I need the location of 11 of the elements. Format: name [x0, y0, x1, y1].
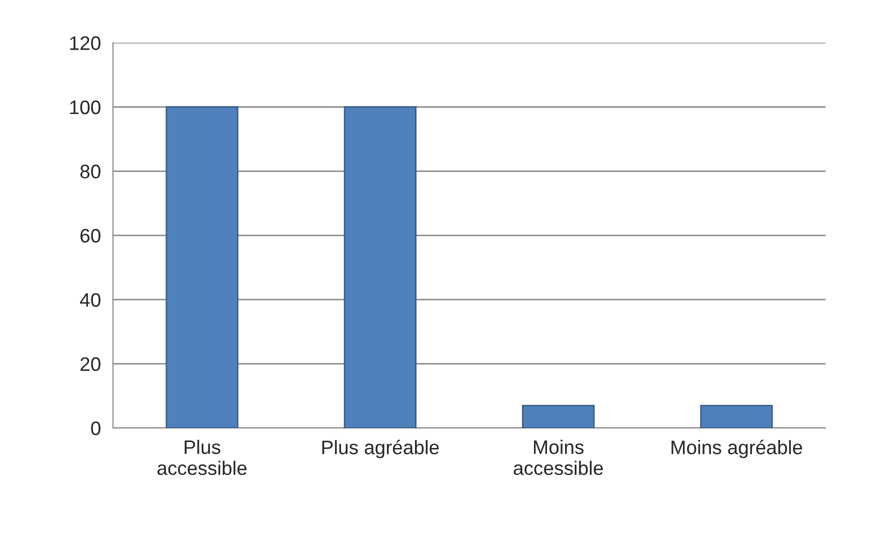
x-tick-label: Moins accessible: [514, 440, 603, 476]
y-tick-label: 40: [80, 293, 100, 307]
y-tick-label: 100: [70, 100, 100, 114]
y-tick-label: 60: [80, 228, 100, 243]
x-tick-label: Plus accessible: [157, 440, 247, 476]
x-tick-label: Plus agréable: [322, 440, 439, 458]
y-tick-label: 120: [70, 36, 100, 50]
y-tick-label: 0: [91, 421, 100, 436]
y-tick-label: 80: [80, 164, 100, 178]
x-tick-label: Moins agréable: [672, 440, 802, 458]
y-tick-label: 20: [80, 357, 100, 372]
